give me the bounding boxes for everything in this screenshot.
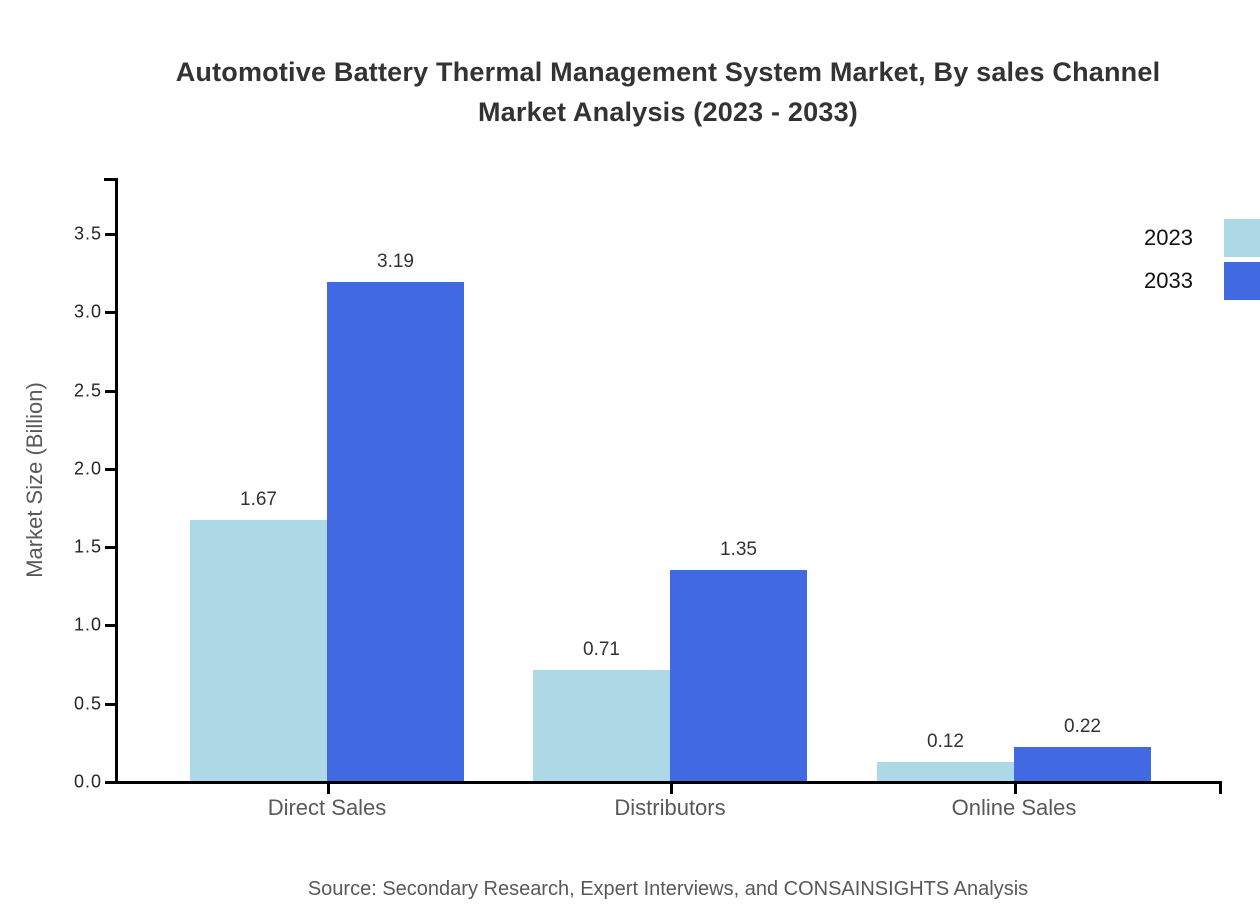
x-tick-distributors [670, 784, 673, 794]
x-axis-line [110, 781, 1222, 784]
legend-label-2033: 2033 [1144, 268, 1193, 293]
bar-2023-direct-sales [190, 519, 327, 781]
bar-2033-online-sales [1014, 746, 1151, 781]
bar-2033-direct-sales [327, 281, 464, 781]
y-tick-label-2.0: 2.0 [73, 458, 102, 479]
y-axis-top-cap [104, 178, 118, 181]
y-tick-label-0.0: 0.0 [73, 771, 102, 792]
y-tick-0.0 [105, 781, 115, 784]
chart-title-line1: Automotive Battery Thermal Management Sy… [175, 57, 1161, 87]
bar-2023-distributors [533, 669, 670, 781]
x-axis-end-tick [1219, 781, 1222, 794]
x-tick-direct-sales [327, 784, 330, 794]
y-tick-0.5 [105, 702, 115, 706]
legend-swatch-2033 [1224, 262, 1260, 300]
legend-item-2023: 2023 [1144, 219, 1260, 257]
x-tick-online-sales [1014, 784, 1017, 794]
y-tick-label-1.0: 1.0 [73, 614, 102, 635]
y-tick-2.5 [105, 389, 115, 393]
value-label-2033-direct-sales: 3.19 [377, 250, 414, 272]
y-tick-label-3.0: 3.0 [73, 301, 102, 322]
y-tick-1.5 [105, 546, 115, 550]
legend-item-2033: 2033 [1144, 262, 1260, 300]
y-tick-3.5 [105, 233, 115, 236]
y-tick-label-0.5: 0.5 [73, 693, 102, 714]
legend-swatch-2023 [1224, 219, 1260, 257]
chart-title-line2: Market Analysis (2023 - 2033) [477, 97, 858, 127]
category-label-distributors: Distributors [614, 795, 726, 820]
value-label-2033-online-sales: 0.22 [1064, 715, 1101, 737]
value-label-2023-online-sales: 0.12 [927, 731, 964, 753]
value-label-2023-distributors: 0.71 [583, 638, 620, 660]
source-note: Source: Secondary Research, Expert Inter… [307, 878, 1029, 900]
bar-2023-online-sales [877, 762, 1014, 781]
y-tick-label-3.5: 3.5 [73, 223, 102, 244]
value-label-2033-distributors: 1.35 [720, 538, 757, 560]
y-tick-label-2.5: 2.5 [73, 380, 102, 401]
y-axis-line [115, 178, 118, 784]
chart-title: Automotive Battery Thermal Management Sy… [76, 52, 1260, 132]
bar-2033-distributors [670, 569, 807, 781]
y-tick-2.0 [105, 467, 115, 471]
y-tick-3.0 [105, 311, 115, 315]
category-label-online-sales: Online Sales [951, 795, 1077, 820]
legend-label-2023: 2023 [1144, 225, 1193, 250]
value-label-2023-direct-sales: 1.67 [240, 488, 277, 510]
y-tick-label-1.5: 1.5 [73, 536, 102, 557]
legend: 2023 2033 [1144, 219, 1260, 300]
y-tick-1.0 [105, 624, 115, 628]
category-label-direct-sales: Direct Sales [267, 795, 387, 820]
